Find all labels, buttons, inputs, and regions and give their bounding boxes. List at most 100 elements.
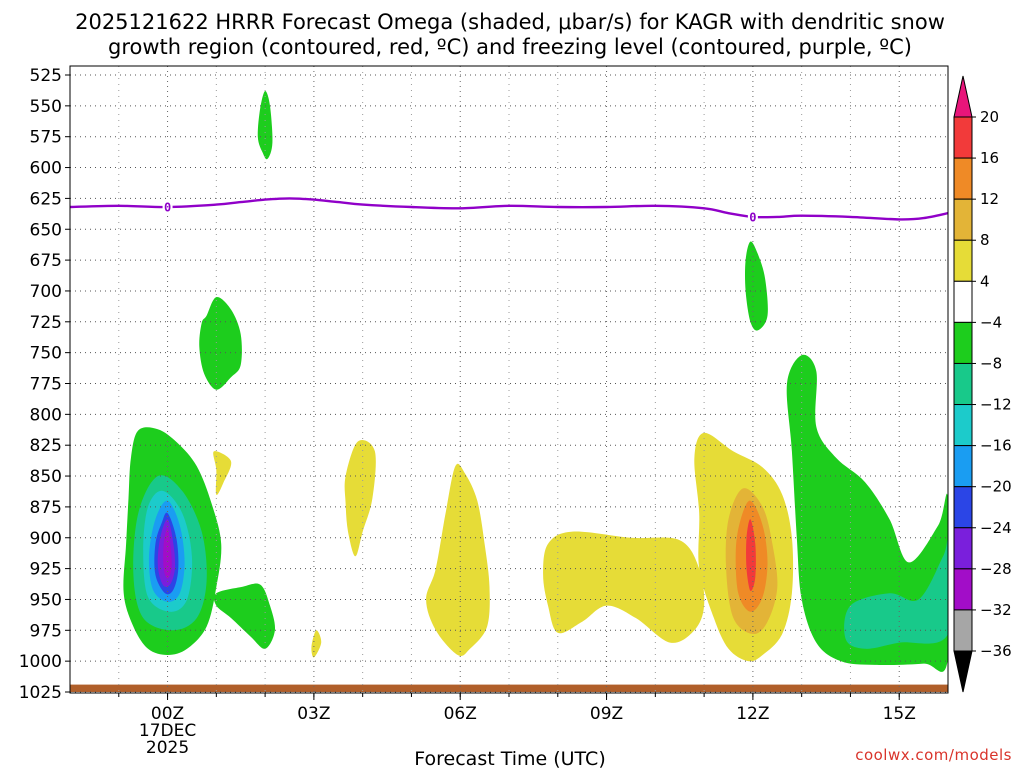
y-tick-label-775: 775 bbox=[30, 375, 62, 395]
colorbar-bin-4 bbox=[953, 280, 973, 323]
colorbar-bin-3 bbox=[953, 239, 973, 282]
omega-region-4-level-0 bbox=[213, 451, 232, 495]
omega-region-10 bbox=[745, 241, 768, 331]
y-tick-label-925: 925 bbox=[30, 560, 62, 580]
colorbar-label-7: −12 bbox=[980, 396, 1012, 414]
colorbar-bottom-arrow bbox=[953, 650, 973, 693]
grid-lines bbox=[70, 66, 948, 693]
omega-region-11-level-0 bbox=[786, 354, 948, 672]
y-tick-label-1000: 1000 bbox=[19, 652, 62, 672]
colorbar-label-13: −36 bbox=[980, 642, 1012, 660]
y-tick-label-575: 575 bbox=[30, 128, 62, 148]
colorbar-label-5: −4 bbox=[980, 313, 1002, 331]
omega-region-2-level-0 bbox=[199, 297, 242, 390]
omega-region-3-level-0 bbox=[213, 583, 276, 649]
omega-region-11 bbox=[786, 354, 948, 672]
y-tick-label-975: 975 bbox=[30, 621, 62, 641]
colorbar-label-1: 16 bbox=[980, 149, 999, 167]
omega-region-4 bbox=[213, 451, 232, 495]
x-tick-label-6-0: 06Z bbox=[444, 704, 477, 724]
ground-layer bbox=[70, 684, 948, 692]
colorbar-label-0: 20 bbox=[980, 108, 999, 126]
freezing-level-contour: 00 bbox=[70, 197, 948, 224]
freezing-level-label-0: 0 bbox=[164, 201, 171, 215]
omega-region-11-level-1 bbox=[844, 539, 948, 649]
y-tick-label-1025: 1025 bbox=[19, 683, 62, 703]
ground-strip bbox=[70, 684, 948, 692]
omega-region-9-level-3 bbox=[746, 519, 756, 591]
colorbar-bin-6 bbox=[953, 362, 973, 406]
colorbar: 20 16 12 8 4 −4 −8 −12 −16 −20 −24 −28 −32 −36 bbox=[953, 75, 1012, 693]
omega-region-6-level-0 bbox=[344, 439, 376, 557]
y-tick-label-650: 650 bbox=[30, 220, 62, 240]
colorbar-label-2: 12 bbox=[980, 190, 999, 208]
colorbar-label-3: 8 bbox=[980, 231, 990, 249]
omega-region-9 bbox=[694, 432, 794, 662]
y-tick-label-800: 800 bbox=[30, 405, 62, 425]
colorbar-label-11: −28 bbox=[980, 560, 1012, 578]
x-tick-label-9-0: 09Z bbox=[590, 704, 623, 724]
freezing-level-label-bg-0 bbox=[162, 200, 173, 214]
x-tick-label-12-0: 12Z bbox=[736, 704, 769, 724]
omega-region-6 bbox=[344, 439, 376, 557]
freezing-level-label-bg-1 bbox=[747, 209, 758, 223]
colorbar-bin-12 bbox=[953, 609, 973, 652]
colorbar-label-6: −8 bbox=[980, 354, 1002, 372]
y-tick-label-900: 900 bbox=[30, 529, 62, 549]
colorbar-bin-11 bbox=[953, 568, 973, 611]
y-tick-label-875: 875 bbox=[30, 498, 62, 518]
x-tick-label-3-0: 03Z bbox=[297, 704, 330, 724]
y-axis: 525 550 575 600 625 650 675 700 725 750 775 800 825 8… bbox=[19, 66, 70, 703]
colorbar-bin-9 bbox=[953, 486, 973, 529]
x-tick-label-0-1: 17DEC bbox=[139, 721, 196, 741]
colorbar-label-10: −24 bbox=[980, 519, 1012, 537]
omega-region-3 bbox=[213, 583, 276, 649]
omega-shading bbox=[123, 90, 948, 672]
omega-region-8-level-0 bbox=[543, 531, 705, 643]
chart-title-line-2: growth region (contoured, red, ºC) and f… bbox=[108, 35, 912, 59]
colorbar-label-8: −16 bbox=[980, 437, 1012, 455]
colorbar-bin-0 bbox=[953, 116, 973, 159]
omega-region-8 bbox=[543, 531, 705, 643]
omega-region-1-level-0 bbox=[257, 90, 273, 160]
colorbar-label-12: −32 bbox=[980, 601, 1012, 619]
omega-region-7-level-0 bbox=[426, 463, 490, 657]
colorbar-label-4: 4 bbox=[980, 272, 990, 290]
y-tick-label-825: 825 bbox=[30, 436, 62, 456]
y-tick-label-525: 525 bbox=[30, 66, 62, 86]
omega-region-0 bbox=[123, 427, 222, 655]
omega-region-7 bbox=[426, 463, 490, 657]
colorbar-bin-10 bbox=[953, 527, 973, 570]
omega-region-0-level-6 bbox=[163, 527, 172, 579]
colorbar-bin-5 bbox=[953, 321, 973, 364]
y-tick-label-750: 750 bbox=[30, 344, 62, 364]
x-tick-label-15-0: 15Z bbox=[883, 704, 916, 724]
omega-region-2 bbox=[199, 297, 242, 390]
x-axis-label: Forecast Time (UTC) bbox=[414, 748, 605, 768]
freezing-level-line bbox=[70, 197, 948, 221]
y-tick-label-550: 550 bbox=[30, 97, 62, 117]
colorbar-bin-2 bbox=[953, 198, 973, 241]
omega-region-1 bbox=[257, 90, 273, 160]
omega-region-10-level-0 bbox=[745, 241, 768, 331]
y-tick-label-600: 600 bbox=[30, 159, 62, 179]
omega-region-5 bbox=[311, 630, 322, 658]
y-tick-label-850: 850 bbox=[30, 467, 62, 487]
watermark: coolwx.com/models bbox=[855, 746, 1012, 764]
y-tick-label-675: 675 bbox=[30, 251, 62, 271]
omega-region-5-level-0 bbox=[311, 630, 322, 658]
y-tick-label-725: 725 bbox=[30, 313, 62, 333]
freezing-level-label-1: 0 bbox=[749, 210, 756, 224]
y-tick-label-950: 950 bbox=[30, 590, 62, 610]
x-tick-label-0-2: 2025 bbox=[146, 738, 189, 758]
chart-title-line-1: 2025121622 HRRR Forecast Omega (shaded, … bbox=[75, 10, 945, 34]
colorbar-bin-1 bbox=[953, 157, 973, 200]
colorbar-label-9: −20 bbox=[980, 478, 1012, 496]
colorbar-bin-8 bbox=[953, 445, 973, 488]
x-tick-label-0-0: 00Z bbox=[151, 704, 184, 724]
colorbar-top-arrow bbox=[953, 75, 973, 118]
y-tick-label-700: 700 bbox=[30, 282, 62, 302]
colorbar-bin-7 bbox=[953, 404, 973, 447]
